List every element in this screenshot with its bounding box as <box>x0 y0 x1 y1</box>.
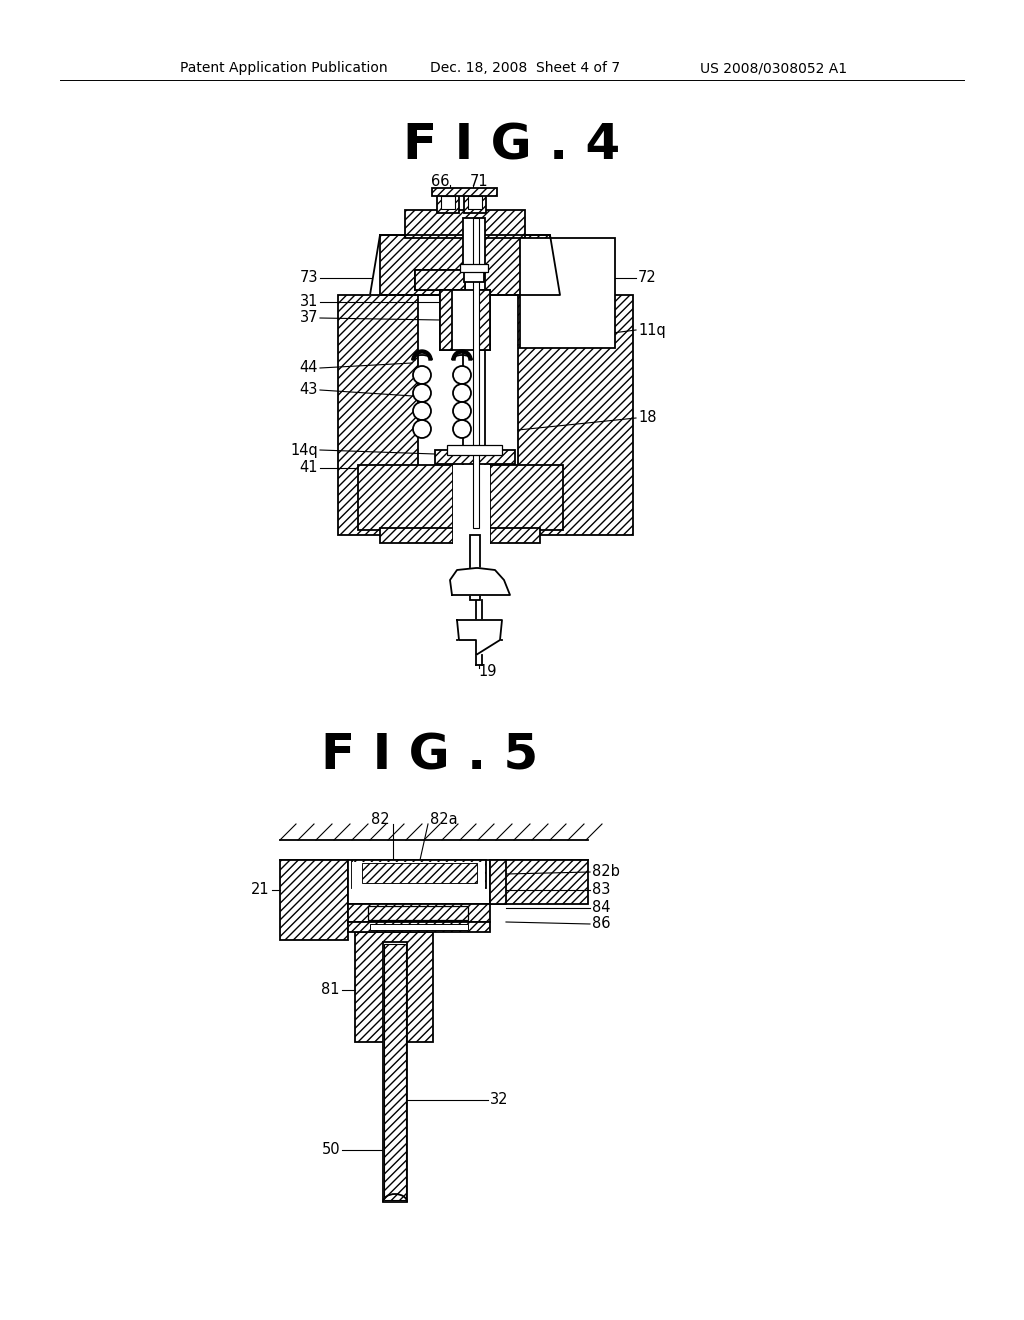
Text: Patent Application Publication: Patent Application Publication <box>180 61 388 75</box>
Text: 31: 31 <box>300 294 318 309</box>
Text: 83: 83 <box>592 883 610 898</box>
Text: 82b: 82b <box>592 865 620 879</box>
Bar <box>440 290 490 350</box>
Bar <box>447 445 502 455</box>
Text: Dec. 18, 2008  Sheet 4 of 7: Dec. 18, 2008 Sheet 4 of 7 <box>430 61 621 75</box>
Circle shape <box>453 420 471 438</box>
Bar <box>362 863 477 883</box>
Circle shape <box>413 384 431 403</box>
Bar <box>415 271 465 290</box>
Bar <box>440 290 452 350</box>
Bar <box>441 195 455 209</box>
Bar <box>384 944 406 1200</box>
Text: 81: 81 <box>322 982 340 998</box>
Text: US 2008/0308052 A1: US 2008/0308052 A1 <box>700 61 847 75</box>
Bar <box>362 863 477 883</box>
Bar <box>280 861 348 940</box>
Bar <box>352 861 486 888</box>
Bar <box>453 465 490 545</box>
Circle shape <box>413 403 431 420</box>
Bar <box>415 271 465 290</box>
Bar <box>380 235 550 294</box>
Bar <box>473 218 479 528</box>
Circle shape <box>453 366 471 384</box>
Bar <box>460 264 488 272</box>
Text: F I G . 5: F I G . 5 <box>322 731 539 779</box>
Polygon shape <box>370 235 560 294</box>
Text: 41: 41 <box>299 461 318 475</box>
Bar <box>348 861 490 904</box>
Bar <box>383 942 407 1203</box>
Text: 82a: 82a <box>430 813 458 828</box>
Text: 19: 19 <box>479 664 498 680</box>
Bar <box>490 861 588 904</box>
Bar <box>468 195 482 209</box>
Wedge shape <box>412 350 432 360</box>
Bar <box>520 238 615 348</box>
Text: 11q: 11q <box>638 322 666 338</box>
Bar <box>406 210 525 238</box>
Text: 37: 37 <box>299 310 318 326</box>
Text: 86: 86 <box>592 916 610 932</box>
Text: 66: 66 <box>431 173 450 189</box>
Bar <box>352 862 485 902</box>
Bar <box>478 290 490 350</box>
Bar <box>348 921 490 932</box>
Text: 72: 72 <box>638 271 656 285</box>
Bar <box>464 193 486 213</box>
Bar <box>338 294 418 535</box>
Text: 18: 18 <box>638 411 656 425</box>
Polygon shape <box>457 620 502 655</box>
Bar <box>358 465 453 531</box>
Wedge shape <box>452 350 472 360</box>
Bar <box>368 906 468 920</box>
Text: 73: 73 <box>299 271 318 285</box>
Text: 50: 50 <box>322 1143 340 1158</box>
Text: F I G . 4: F I G . 4 <box>403 121 621 169</box>
Text: 14q: 14q <box>290 442 318 458</box>
Bar <box>490 528 540 543</box>
Text: 84: 84 <box>592 900 610 916</box>
Text: 21: 21 <box>251 883 270 898</box>
Bar <box>490 465 563 531</box>
Text: 82: 82 <box>372 813 390 828</box>
Bar <box>463 218 485 528</box>
Text: 32: 32 <box>490 1093 509 1107</box>
Circle shape <box>413 420 431 438</box>
Text: 71: 71 <box>470 173 488 189</box>
Text: 43: 43 <box>300 383 318 397</box>
Bar <box>464 271 484 282</box>
Text: 44: 44 <box>299 360 318 375</box>
Circle shape <box>453 403 471 420</box>
Bar <box>435 450 515 465</box>
Bar <box>380 528 453 543</box>
Bar <box>490 861 506 904</box>
Circle shape <box>413 366 431 384</box>
Bar <box>470 535 480 601</box>
Bar <box>370 924 468 931</box>
Bar <box>355 932 433 1041</box>
Bar <box>348 904 490 921</box>
Circle shape <box>453 384 471 403</box>
Bar <box>518 294 633 535</box>
Bar <box>437 193 459 213</box>
Bar <box>432 187 497 195</box>
Polygon shape <box>450 568 510 595</box>
